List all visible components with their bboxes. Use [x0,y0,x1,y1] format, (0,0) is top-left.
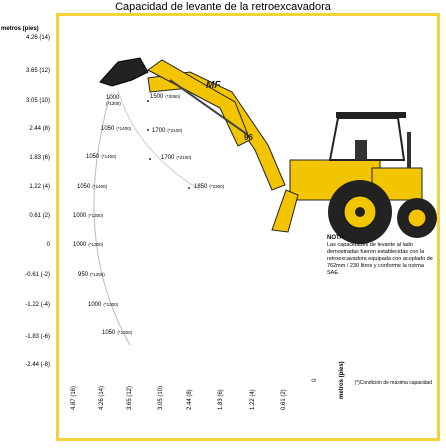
capacity-label: 1000 (*1300) [73,213,104,219]
y-tick-label: 4.26 (14) [25,35,50,41]
capacity-label: 1700 (*2100) [161,155,192,161]
capacity-label: 1000 (*1300) [88,302,119,308]
x-tick-label: 4.26 (14) [99,385,105,410]
y-tick-label: 2.44 (8) [29,126,50,132]
chart-title: Capacidad de levante de la retroexcavado… [115,1,331,13]
reach-arc-outer [117,89,201,191]
capacity-label: 1700 (*2100) [152,128,183,134]
lift-point-dot [147,100,149,102]
y-tick-label: 1.22 (4) [29,184,50,190]
x-tick-label: 1.83 (6) [218,389,224,410]
y-axis-unit-label: metros (pies) [1,26,39,32]
y-tick-label: 1.83 (6) [29,155,50,161]
rear-wheel-center [355,207,365,217]
reach-arc-inner [93,94,131,346]
capacity-label: 1050 (*1400) [77,184,108,190]
operator-seat [355,140,367,160]
x-tick-label: 0.61 (2) [281,389,287,410]
exhaust-pipe [407,132,411,168]
capacity-label: 950 (*1250) [78,272,105,278]
lift-point-dot [147,129,149,131]
capacity-label: 1850 (*2300) [194,184,225,190]
cab-roof [336,112,406,118]
y-tick-label: -1.83 (-6) [25,334,50,340]
capacity-label: 1000 (*1300) [73,242,104,248]
capacity-label: 1500 (*3050) [150,94,181,100]
note-heading: NOTA: [327,235,346,241]
arm-model-text: 96 [244,133,253,142]
hydraulic-cylinder [169,79,249,136]
x-tick-label: 1.22 (4) [250,389,256,410]
capacity-label: 1050 (*1300) [102,330,133,336]
lift-point-dot [149,158,151,160]
bucket-icon [99,57,149,87]
x-tick-label: 4.87 (16) [71,385,77,410]
y-tick-label: 0 [46,242,50,248]
x-tick-label: 0 [312,378,318,382]
footnote: (*)Condición de máxima capacidad [354,380,432,386]
x-axis-unit-label: metros (pies) [339,361,345,399]
capacity-label: 1000 (*1300) [106,95,121,106]
y-tick-label: 0.61 (2) [29,213,50,219]
note-box: NOTA: Las capacidades de levante al lado… [327,235,437,277]
capacity-label: 1050 (*1400) [86,154,117,160]
x-tick-label: 2.44 (8) [187,389,193,410]
y-tick-label: -0.61 (-2) [25,272,50,278]
y-tick-label: -2.44 (-8) [25,362,50,368]
stabilizer-leg [271,189,299,233]
note-body: Las capacidades de levante al lado demos… [327,242,433,276]
y-tick-label: -1.22 (-4) [25,302,50,308]
front-wheel-hub [407,208,427,228]
y-tick-label: 3.65 (12) [25,68,50,74]
x-tick-label: 3.05 (10) [158,385,164,410]
capacity-label: 1050 (*1400) [101,126,132,132]
lift-point-dot [188,187,190,189]
y-tick-label: 3.05 (10) [25,98,50,104]
x-tick-label: 3.65 (12) [127,385,133,410]
arm-brand-text: MF [206,80,221,91]
